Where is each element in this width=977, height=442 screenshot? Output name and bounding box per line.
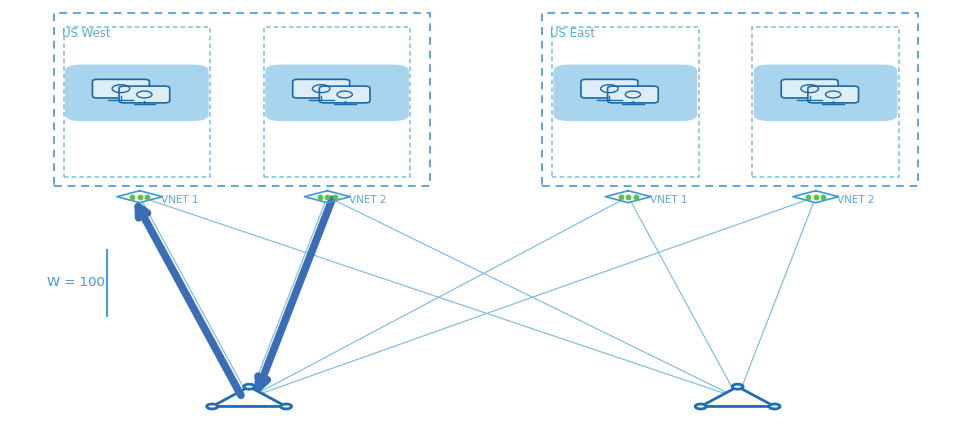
FancyBboxPatch shape <box>608 86 658 103</box>
FancyBboxPatch shape <box>265 65 409 121</box>
Polygon shape <box>305 191 350 202</box>
Polygon shape <box>212 387 286 407</box>
Text: VNET 2: VNET 2 <box>837 195 874 205</box>
Text: US West: US West <box>62 27 110 39</box>
Bar <box>752 27 899 177</box>
FancyBboxPatch shape <box>553 65 697 121</box>
Circle shape <box>769 404 780 409</box>
Text: W = 100: W = 100 <box>47 276 105 290</box>
FancyBboxPatch shape <box>93 80 149 98</box>
Circle shape <box>207 404 218 409</box>
Polygon shape <box>793 191 838 202</box>
FancyBboxPatch shape <box>808 86 859 103</box>
FancyBboxPatch shape <box>754 65 897 121</box>
Bar <box>552 27 699 177</box>
Text: VNET 1: VNET 1 <box>650 195 687 205</box>
FancyBboxPatch shape <box>293 80 350 98</box>
Polygon shape <box>701 387 775 407</box>
Text: US East: US East <box>550 27 595 39</box>
Bar <box>64 27 210 177</box>
Text: VNET 2: VNET 2 <box>349 195 386 205</box>
Bar <box>264 27 410 177</box>
FancyBboxPatch shape <box>119 86 170 103</box>
Bar <box>542 13 918 186</box>
Circle shape <box>243 384 255 389</box>
Text: VNET 1: VNET 1 <box>161 195 198 205</box>
FancyBboxPatch shape <box>319 86 370 103</box>
Bar <box>54 13 430 186</box>
Circle shape <box>696 404 706 409</box>
Polygon shape <box>606 191 651 202</box>
Circle shape <box>732 384 743 389</box>
Circle shape <box>280 404 291 409</box>
FancyBboxPatch shape <box>65 65 209 121</box>
Polygon shape <box>117 191 162 202</box>
FancyBboxPatch shape <box>782 80 838 98</box>
FancyBboxPatch shape <box>581 80 638 98</box>
